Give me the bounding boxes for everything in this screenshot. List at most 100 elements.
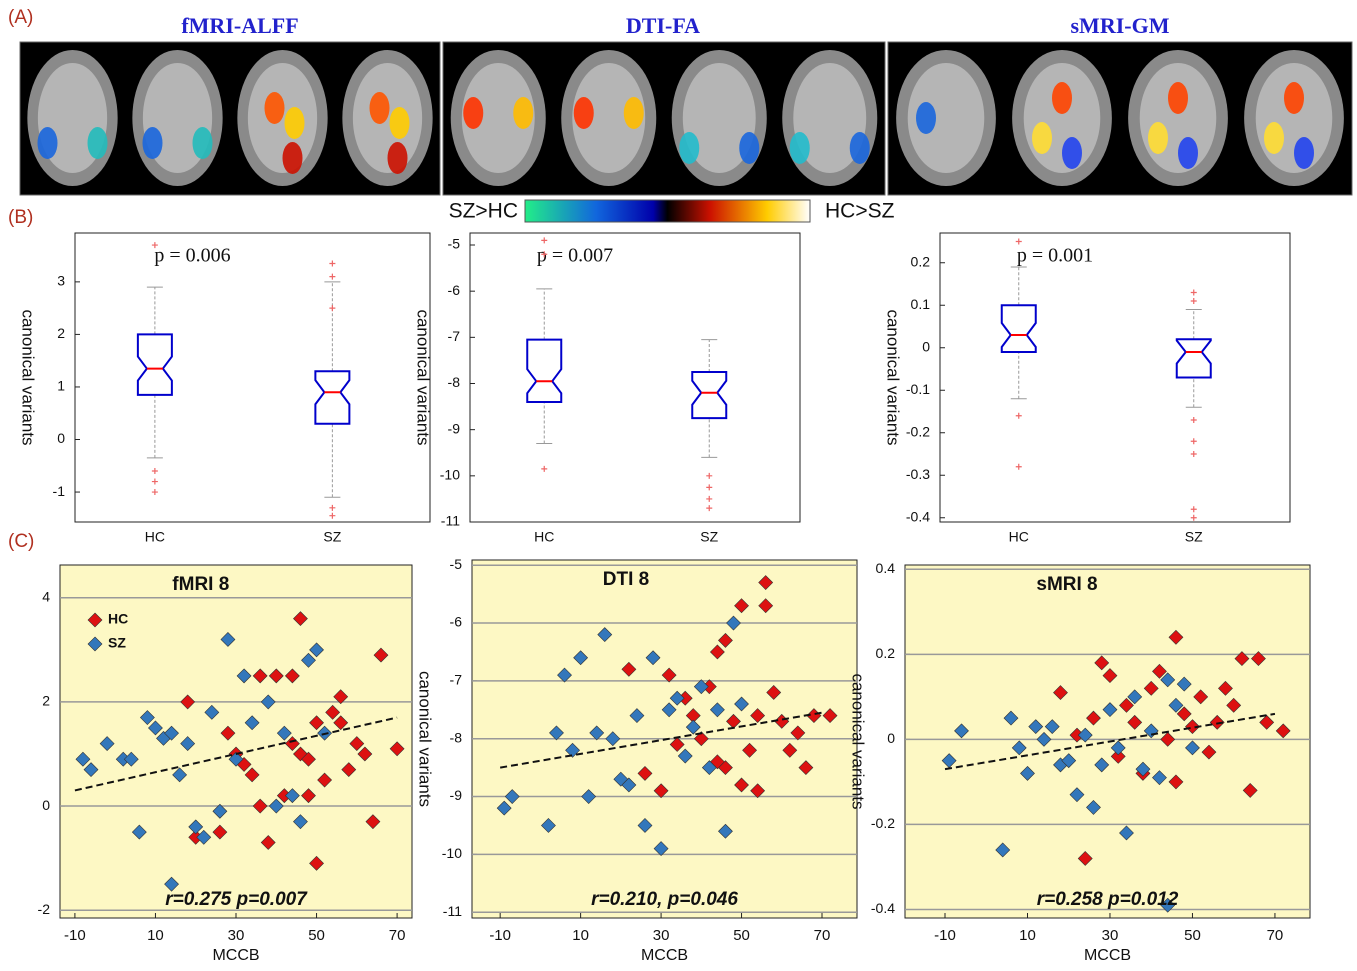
activation-blob bbox=[1168, 82, 1188, 114]
y-tick-label: -0.4 bbox=[871, 900, 895, 916]
plot-area bbox=[470, 233, 800, 522]
y-tick-label: 0.2 bbox=[876, 645, 896, 661]
y-tick-label: 1 bbox=[57, 378, 65, 394]
colorbar-label: SZ>HC bbox=[449, 200, 518, 223]
x-tick-label: 70 bbox=[389, 927, 406, 944]
activation-blob bbox=[285, 107, 305, 139]
annotation: r=0.275 p=0.007 bbox=[165, 889, 308, 910]
x-tick-label: 30 bbox=[228, 927, 245, 944]
x-tick-label: -10 bbox=[489, 927, 511, 944]
chart-title: sMRI 8 bbox=[1036, 574, 1097, 595]
chart-title: fMRI 8 bbox=[172, 574, 229, 595]
x-axis-label: MCCB bbox=[1084, 947, 1131, 964]
activation-blob bbox=[1294, 137, 1314, 169]
y-tick-label: -0.4 bbox=[906, 508, 930, 524]
activation-blob bbox=[513, 97, 533, 129]
x-axis-label: MCCB bbox=[212, 947, 259, 964]
plot-area bbox=[75, 233, 430, 522]
x-tick-label: 30 bbox=[1102, 927, 1119, 944]
activation-blob bbox=[370, 92, 390, 124]
x-tick-label: -10 bbox=[64, 927, 86, 944]
y-axis-label: canonical variants bbox=[884, 309, 903, 445]
figure: (A) (B) (C) fMRI-ALFF DTI-FA sMRI-GM SZ>… bbox=[0, 0, 1357, 971]
brain-title: fMRI-ALFF bbox=[181, 13, 298, 38]
y-tick-label: 0 bbox=[42, 797, 50, 813]
activation-blob bbox=[1032, 122, 1052, 154]
y-tick-label: -7 bbox=[448, 328, 461, 344]
activation-blob bbox=[1264, 122, 1284, 154]
x-tick-label: 50 bbox=[733, 927, 750, 944]
brain-slice-inner bbox=[248, 63, 317, 173]
brain-panels bbox=[20, 42, 1352, 195]
y-tick-label: -6 bbox=[450, 614, 463, 630]
brain-slice-inner bbox=[1140, 63, 1217, 173]
x-tick-label: 70 bbox=[814, 927, 831, 944]
y-axis-label: canonical variants bbox=[19, 309, 38, 445]
activation-blob bbox=[1284, 82, 1304, 114]
x-tick-label: 50 bbox=[308, 927, 325, 944]
activation-blob bbox=[1178, 137, 1198, 169]
y-tick-label: -0.1 bbox=[906, 381, 930, 397]
y-tick-label: -2 bbox=[38, 901, 51, 917]
activation-blob bbox=[38, 127, 58, 159]
x-tick-label: 70 bbox=[1267, 927, 1284, 944]
y-tick-label: 2 bbox=[42, 693, 50, 709]
activation-blob bbox=[283, 142, 303, 174]
y-tick-label: -8 bbox=[450, 729, 463, 745]
y-tick-label: -9 bbox=[448, 420, 461, 436]
y-tick-label: 3 bbox=[57, 273, 65, 289]
activation-blob bbox=[574, 97, 594, 129]
activation-blob bbox=[265, 92, 285, 124]
y-tick-label: 2 bbox=[57, 325, 65, 341]
y-tick-label: -11 bbox=[443, 903, 462, 919]
y-tick-label: -11 bbox=[441, 513, 460, 529]
x-tick-label: SZ bbox=[700, 529, 718, 545]
y-tick-label: 0.1 bbox=[911, 296, 931, 312]
x-tick-label: 50 bbox=[1184, 927, 1201, 944]
y-tick-label: -7 bbox=[450, 672, 463, 688]
x-tick-label: 10 bbox=[1019, 927, 1036, 944]
x-tick-label: -10 bbox=[934, 927, 956, 944]
legend-label: SZ bbox=[108, 635, 126, 651]
y-tick-label: -0.2 bbox=[871, 815, 895, 831]
annotation: p = 0.006 bbox=[154, 245, 230, 267]
chart-title: DTI 8 bbox=[603, 569, 649, 590]
activation-blob bbox=[790, 132, 810, 164]
x-tick-label: 10 bbox=[147, 927, 164, 944]
y-axis-label: canonical variants bbox=[414, 309, 433, 445]
x-axis-label: MCCB bbox=[641, 947, 688, 964]
y-tick-label: -5 bbox=[450, 556, 463, 572]
y-axis-label: canonical variants bbox=[849, 673, 868, 809]
activation-blob bbox=[1148, 122, 1168, 154]
x-tick-label: SZ bbox=[1185, 529, 1203, 545]
activation-blob bbox=[1062, 137, 1082, 169]
brain-title: DTI-FA bbox=[626, 13, 700, 38]
x-tick-label: HC bbox=[145, 529, 165, 545]
y-tick-label: -8 bbox=[448, 374, 461, 390]
annotation: p = 0.007 bbox=[537, 245, 613, 267]
y-tick-label: -10 bbox=[442, 845, 462, 861]
y-tick-label: 0 bbox=[887, 730, 895, 746]
y-tick-label: 0.4 bbox=[876, 560, 896, 576]
activation-blob bbox=[88, 127, 108, 159]
x-tick-label: 30 bbox=[653, 927, 670, 944]
y-tick-label: -1 bbox=[53, 483, 66, 499]
plot-area bbox=[905, 565, 1310, 918]
x-tick-label: HC bbox=[534, 529, 554, 545]
activation-blob bbox=[390, 107, 410, 139]
plot-area bbox=[940, 233, 1290, 522]
brain-title: sMRI-GM bbox=[1071, 13, 1170, 38]
brain-slice-inner bbox=[1024, 63, 1101, 173]
panel-label: (B) bbox=[8, 207, 33, 228]
activation-blob bbox=[739, 132, 759, 164]
y-tick-label: -5 bbox=[448, 236, 461, 252]
activation-blob bbox=[850, 132, 870, 164]
y-tick-label: -9 bbox=[450, 787, 463, 803]
x-tick-label: 10 bbox=[572, 927, 589, 944]
x-tick-label: SZ bbox=[323, 529, 341, 545]
y-tick-label: 0 bbox=[922, 338, 930, 354]
y-tick-label: 0.2 bbox=[911, 253, 931, 269]
activation-blob bbox=[624, 97, 644, 129]
panel-label: (A) bbox=[8, 7, 33, 28]
y-tick-label: -0.3 bbox=[906, 466, 930, 482]
